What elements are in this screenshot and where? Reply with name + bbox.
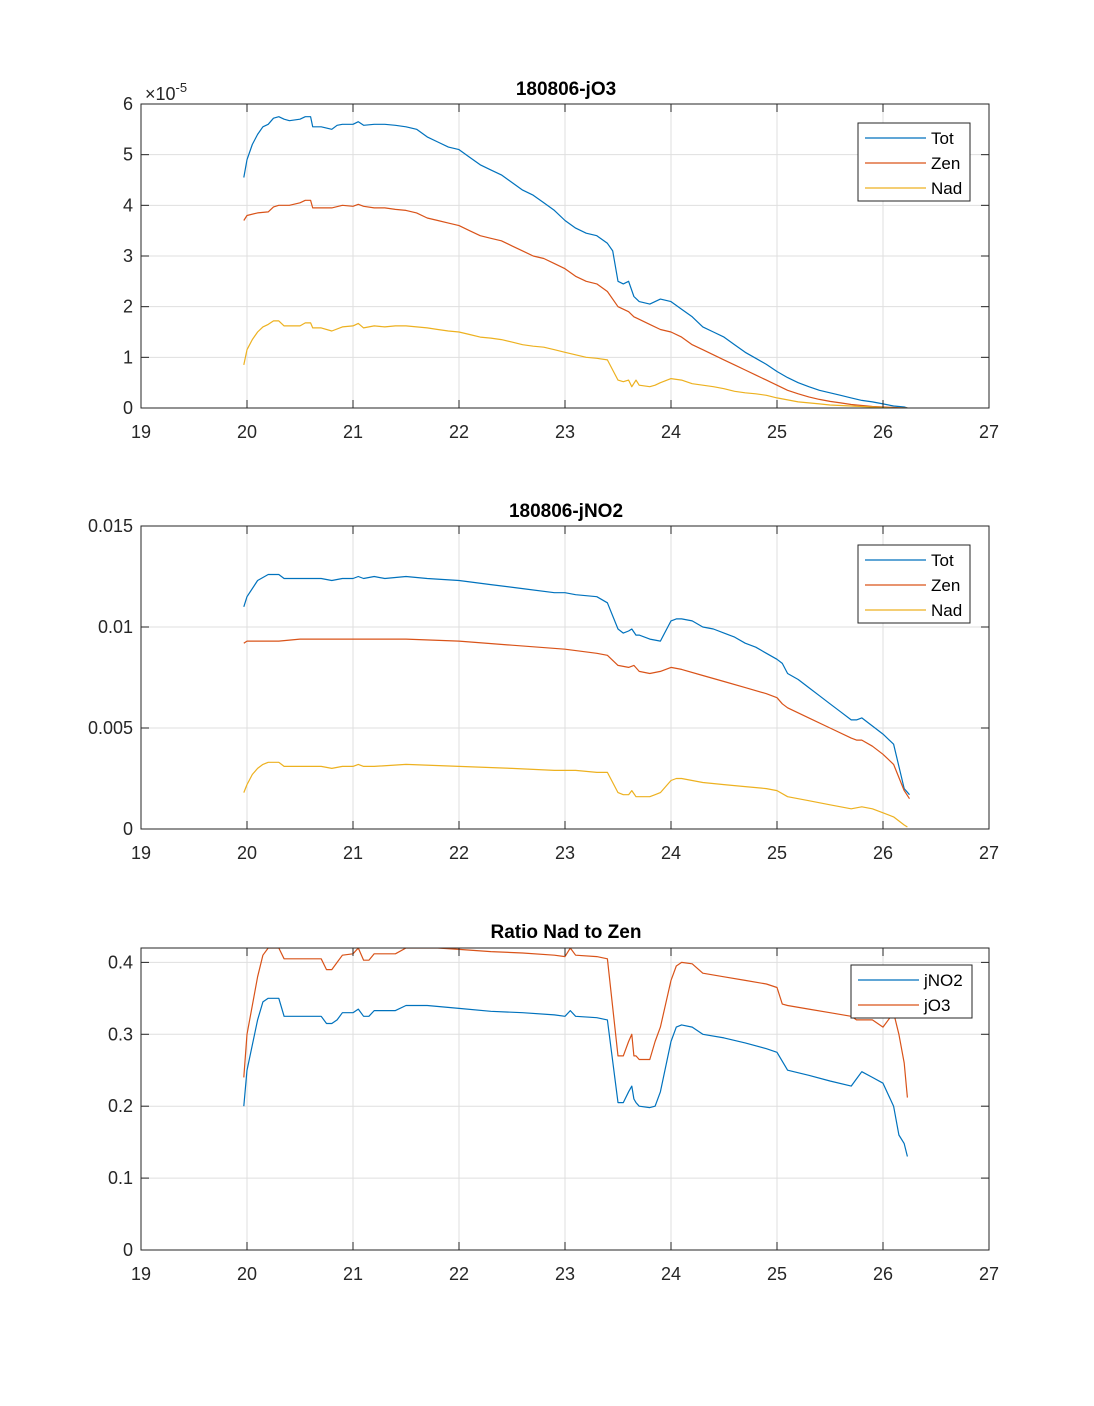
x-tick-label: 25 <box>767 422 787 442</box>
grid <box>141 526 989 829</box>
series-line-tot <box>243 116 908 408</box>
y-tick-label: 0 <box>123 1240 133 1260</box>
x-tick-label: 27 <box>979 843 999 863</box>
y-tick-label: 0.2 <box>108 1096 133 1116</box>
series-line-zen <box>243 638 911 800</box>
x-tick-label: 22 <box>449 843 469 863</box>
legend: Tot Zen Nad <box>857 122 971 202</box>
x-tick-label: 19 <box>131 1264 151 1284</box>
legend-label-tot: Tot <box>931 129 954 148</box>
x-tick-label: 26 <box>873 1264 893 1284</box>
legend-label-jno2: jNO2 <box>923 971 963 990</box>
y-tick-label: 5 <box>123 145 133 165</box>
legend-label-zen: Zen <box>931 154 960 173</box>
legend: Tot Zen Nad <box>857 544 971 624</box>
x-tick-label: 26 <box>873 843 893 863</box>
series-line-tot <box>243 573 910 796</box>
x-tick-label: 24 <box>661 843 681 863</box>
legend-label-nad: Nad <box>931 601 962 620</box>
series-line-nad <box>243 761 908 828</box>
series-line-nad <box>243 320 908 408</box>
chart-ratio: Ratio Nad to Zen 19 20 21 22 23 24 25 26 27 0 0.1 0… <box>108 922 999 1284</box>
grid <box>141 104 989 408</box>
series-lines <box>243 948 908 1157</box>
x-tick-label: 20 <box>237 422 257 442</box>
x-tick-label: 24 <box>661 1264 681 1284</box>
x-tick-label: 22 <box>449 422 469 442</box>
x-tick-label: 20 <box>237 843 257 863</box>
x-tick-label: 23 <box>555 422 575 442</box>
chart-jNO2: 180806-jNO2 19 20 21 22 23 24 25 26 27 0 0.005 0.01… <box>88 501 999 863</box>
series-line-jno2 <box>243 997 908 1157</box>
y-tick-label: 1 <box>123 347 133 367</box>
legend-label-zen: Zen <box>931 576 960 595</box>
x-tick-label: 24 <box>661 422 681 442</box>
chart-title: Ratio Nad to Zen <box>491 922 642 943</box>
x-tick-label: 20 <box>237 1264 257 1284</box>
legend-box <box>850 964 973 1019</box>
x-tick-label: 27 <box>979 422 999 442</box>
y-tick-label: 0.1 <box>108 1168 133 1188</box>
x-tick-label: 19 <box>131 422 151 442</box>
x-tick-label: 25 <box>767 843 787 863</box>
x-tick-label: 21 <box>343 843 363 863</box>
x-tick-label: 21 <box>343 1264 363 1284</box>
series-line-zen <box>243 199 908 408</box>
x-tick-label: 21 <box>343 422 363 442</box>
x-tick-label: 27 <box>979 1264 999 1284</box>
y-tick-label: 3 <box>123 246 133 266</box>
series-line-jo3 <box>243 948 908 1098</box>
chart-title: 180806-jNO2 <box>509 501 623 522</box>
x-tick-label: 23 <box>555 1264 575 1284</box>
x-tick-label: 25 <box>767 1264 787 1284</box>
y-tick-label: 0.3 <box>108 1024 133 1044</box>
legend-label-jo3: jO3 <box>923 996 950 1015</box>
legend-label-tot: Tot <box>931 551 954 570</box>
y-tick-label: 0 <box>123 398 133 418</box>
y-exponent-base: ×10 <box>145 84 176 104</box>
y-exponent-power: -5 <box>176 80 188 95</box>
y-tick-label: 0.4 <box>108 952 133 972</box>
series-lines <box>243 573 911 828</box>
x-tick-label: 26 <box>873 422 893 442</box>
chart-title: 180806-jO3 <box>516 79 616 100</box>
legend-label-nad: Nad <box>931 179 962 198</box>
y-tick-label: 2 <box>123 297 133 317</box>
legend: jNO2 jO3 <box>850 964 973 1019</box>
y-exponent-label: ×10-5 <box>145 80 187 104</box>
y-tick-label: 0 <box>123 819 133 839</box>
x-tick-label: 22 <box>449 1264 469 1284</box>
axis-ticks: 19 20 21 22 23 24 25 26 27 0 0.1 0.2 0.3 0.4 <box>108 948 999 1284</box>
y-tick-label: 0.01 <box>98 617 133 637</box>
axis-ticks: 19 20 21 22 23 24 25 26 27 0 0.005 0.01 0.015 <box>88 516 999 863</box>
x-tick-label: 19 <box>131 843 151 863</box>
y-tick-label: 6 <box>123 94 133 114</box>
y-tick-label: 0.015 <box>88 516 133 536</box>
y-tick-label: 4 <box>123 195 133 215</box>
series-lines <box>243 116 908 408</box>
y-tick-label: 0.005 <box>88 718 133 738</box>
x-tick-label: 23 <box>555 843 575 863</box>
